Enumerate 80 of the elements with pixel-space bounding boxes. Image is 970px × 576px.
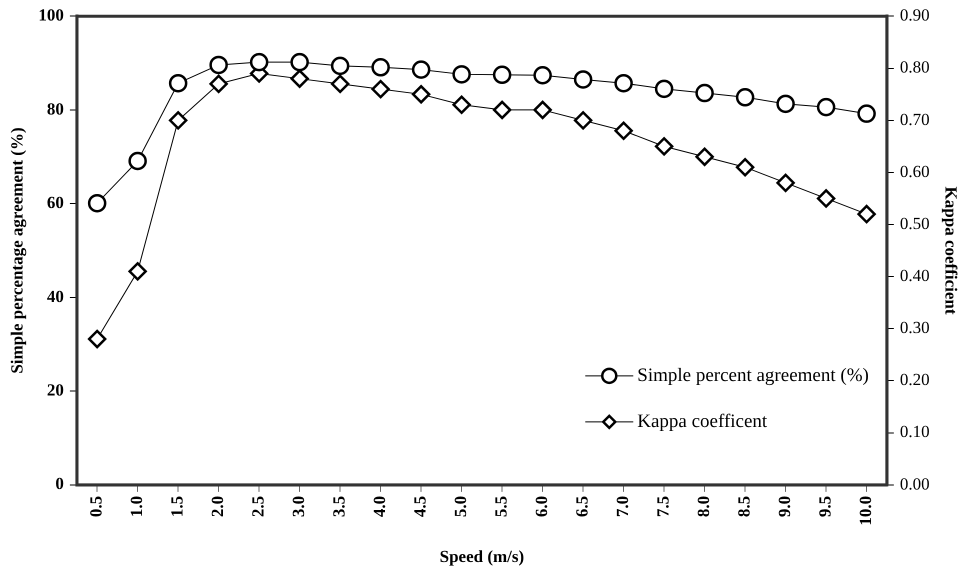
x-tick-label: 4.0 [370,496,390,518]
point [330,74,350,94]
y-tick-label: 60 [46,193,64,212]
y2-tick-label: 0.50 [900,214,930,233]
point [654,137,674,156]
y2-tick-label: 0.20 [900,370,930,390]
x-tick-label: 8.0 [694,496,713,518]
point [533,100,552,120]
y2-axis-title: Kappa coefficient [941,186,960,315]
point [736,158,754,176]
point [452,95,471,114]
x-axis-title: Speed (m/s) [440,547,524,566]
point [857,104,876,123]
point [695,148,714,166]
point [614,122,633,140]
point [654,80,674,98]
y-axis-title: Simple percentage agreement (%) [8,127,27,374]
point [128,262,147,281]
point [290,52,309,72]
y2-tick-label: 0.40 [900,266,930,286]
point [88,194,106,212]
legend-label: Kappa coefficent [637,410,768,432]
y-tick-label: 20 [46,380,64,400]
point [533,66,552,84]
x-tick-label: 3.5 [330,496,349,518]
point [695,84,714,102]
point [574,111,592,130]
x-tick-label: 6.0 [532,496,552,518]
x-tick-label: 1.0 [127,496,146,518]
point [452,65,471,84]
y2-tick-label: 0.70 [900,110,930,129]
point [168,111,188,130]
point [736,88,754,107]
y2-tick-label: 0.90 [900,6,930,25]
x-tick-label: 2.0 [208,496,228,518]
x-tick-label: 4.5 [410,496,430,518]
x-tick-label: 2.5 [248,496,268,518]
point [88,330,106,348]
point [776,174,795,192]
y2-tick-label: 0.30 [900,318,930,338]
x-tick-label: 9.5 [815,496,834,518]
y2-tick-label: 0.60 [900,162,930,181]
x-tick-label: 9.0 [774,496,794,518]
point [574,70,592,89]
point [492,66,512,84]
point [776,94,795,114]
point [857,204,876,224]
x-tick-label: 8.5 [734,496,754,518]
x-tick-label: 7.0 [613,496,632,518]
point [412,85,430,104]
x-tick-label: 5.0 [451,496,470,518]
point [816,189,836,208]
point [250,52,268,72]
point [816,98,836,116]
point [128,152,147,170]
y-tick-label: 40 [46,286,64,306]
y-tick-label: 80 [46,99,64,118]
point [209,74,228,94]
point [209,56,228,74]
point [371,80,390,98]
y2-tick-label: 0.10 [900,422,930,442]
x-tick-label: 10.0 [856,496,875,526]
x-tick-label: 3.0 [289,496,308,518]
point [168,74,188,92]
y-tick-label: 100 [38,6,64,25]
x-tick-label: 0.5 [86,496,106,518]
point [492,100,512,120]
x-tick-label: 6.5 [572,496,592,518]
legend-label: Simple percent agreement (%) [637,364,869,386]
x-tick-label: 7.5 [654,496,673,518]
x-tick-label: 5.5 [492,496,511,518]
y2-tick-label: 0.00 [900,474,930,494]
x-tick-label: 1.5 [168,496,187,518]
point [371,58,390,77]
y-tick-label: 0 [55,474,64,494]
point [412,60,430,79]
point [330,56,350,76]
point [614,74,633,92]
point [290,69,309,88]
y2-tick-label: 0.80 [900,58,930,77]
